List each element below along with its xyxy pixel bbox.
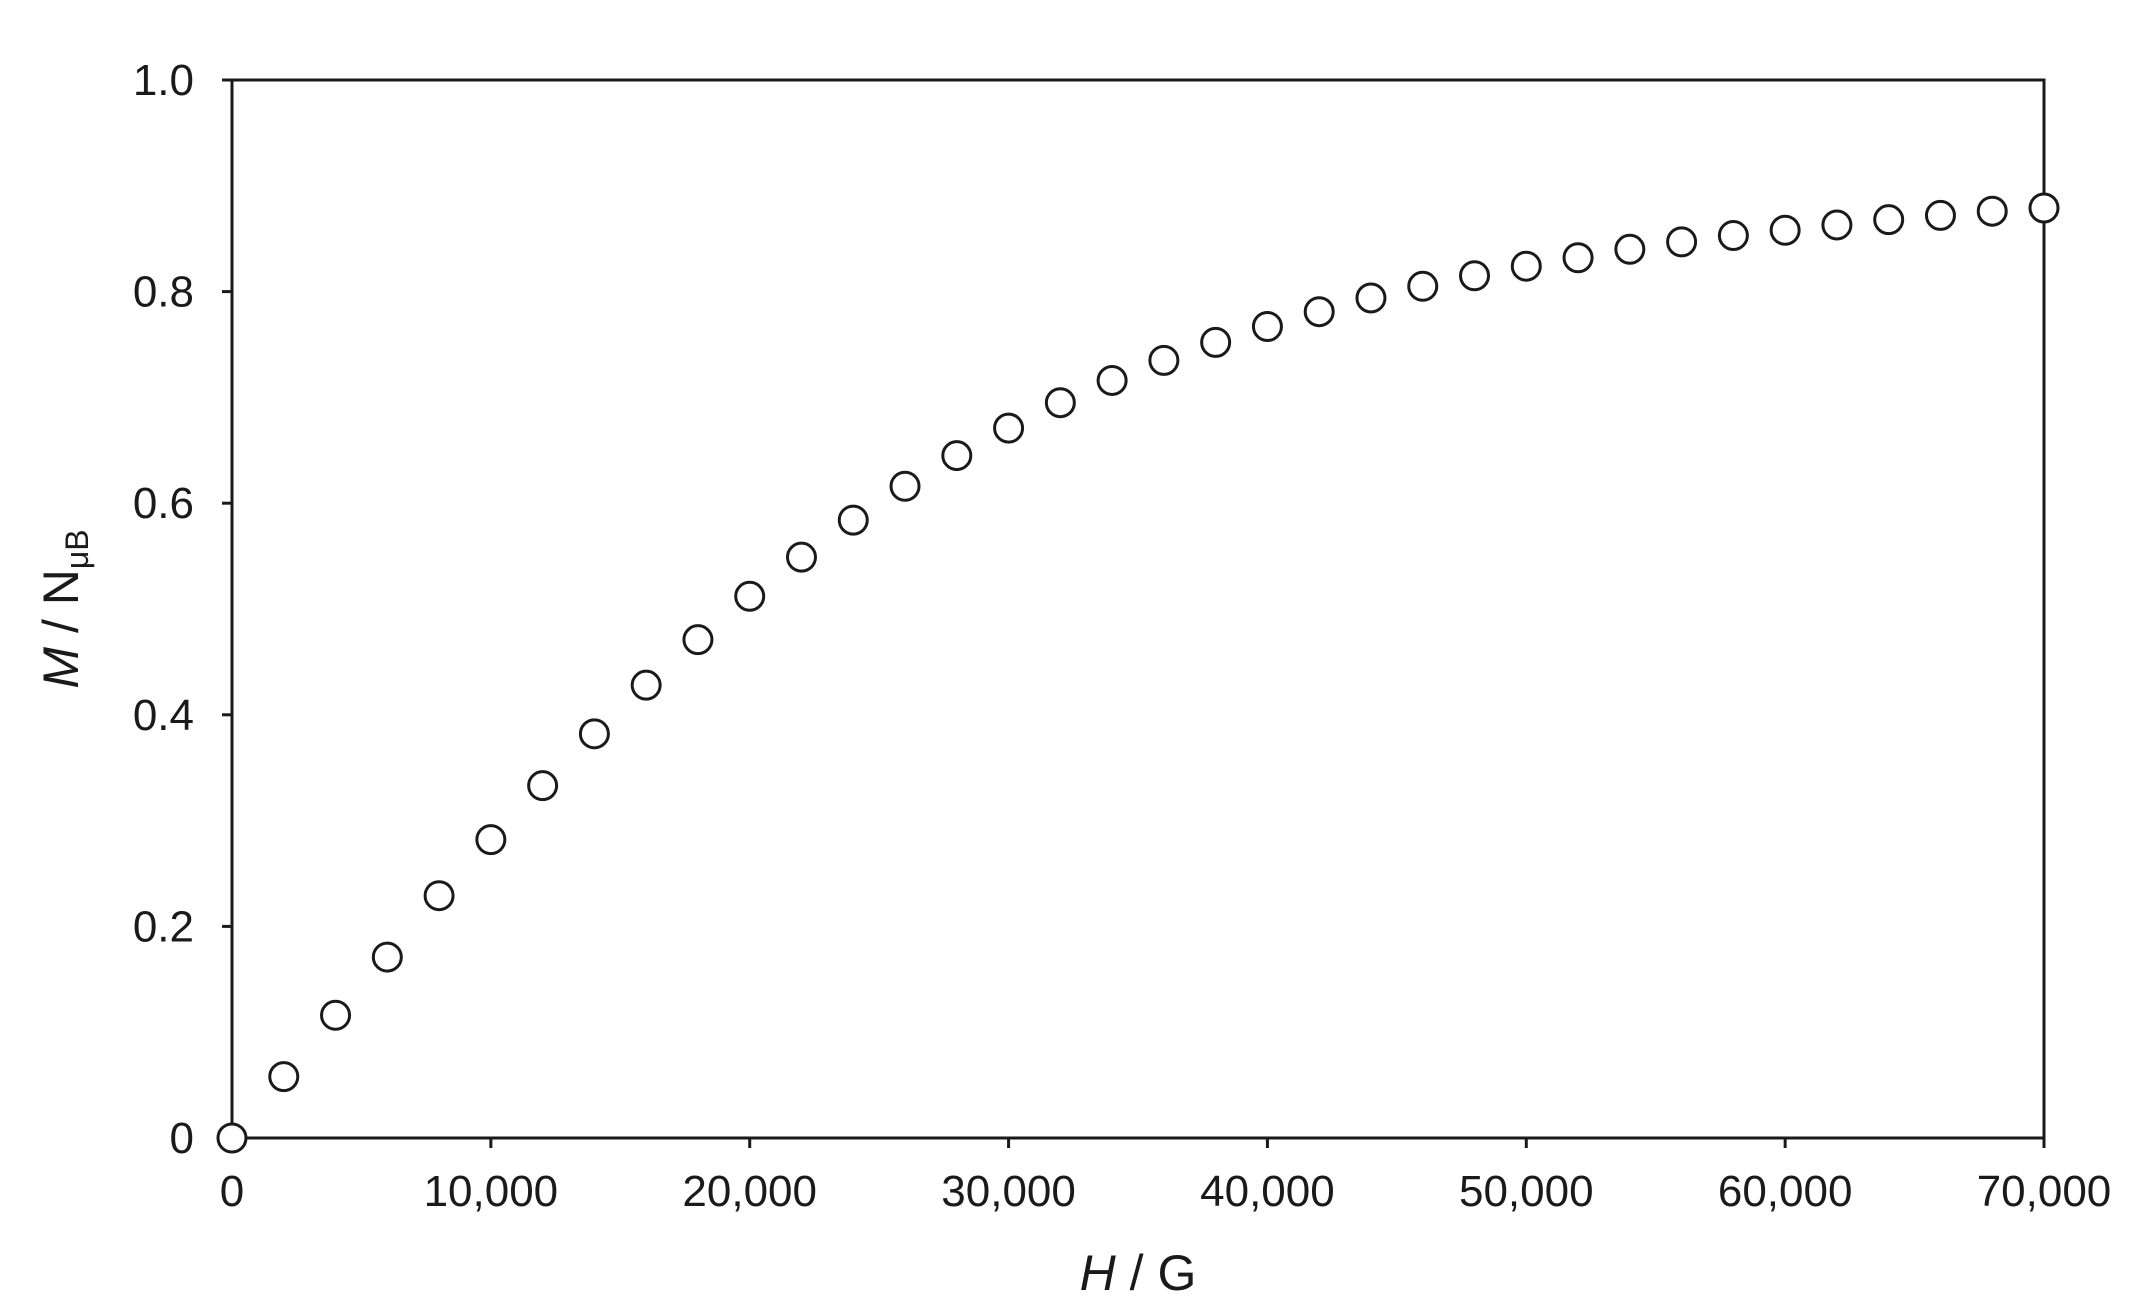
data-point <box>423 880 455 912</box>
data-point <box>1355 282 1387 314</box>
x-axis-label: H / G <box>1080 1245 1197 1301</box>
data-point <box>734 580 766 612</box>
data-point <box>1562 242 1594 274</box>
data-point <box>1510 250 1542 282</box>
x-axis-ticks: 0 10,000 20,000 30,000 40,000 50,000 60,000 70,… <box>220 1138 2112 1216</box>
data-point <box>527 770 559 802</box>
data-point <box>1407 270 1439 302</box>
x-tick-label: 50,000 <box>1459 1167 1594 1216</box>
data-point <box>1096 364 1128 396</box>
y-tick-label: 0.6 <box>133 479 194 528</box>
data-point <box>993 412 1025 444</box>
y-tick-label: 0.8 <box>133 268 194 317</box>
data-point <box>1148 344 1180 376</box>
y-axis-label: M / NμB <box>33 529 95 688</box>
data-point <box>1717 220 1749 252</box>
data-point <box>1873 204 1905 236</box>
x-axis-separator: / <box>1116 1245 1158 1301</box>
plot-area-frame <box>230 78 2046 1140</box>
x-tick-label: 0 <box>220 1167 244 1216</box>
data-point <box>1821 209 1853 241</box>
data-point <box>371 941 403 973</box>
data-point <box>1666 226 1698 258</box>
data-point <box>785 541 817 573</box>
y-axis-variable: M <box>33 647 89 689</box>
x-tick-label: 60,000 <box>1718 1167 1853 1216</box>
x-tick-label: 10,000 <box>424 1167 559 1216</box>
data-point <box>1614 233 1646 265</box>
y-axis-separator: / N <box>33 569 89 647</box>
data-point <box>475 824 507 856</box>
data-point <box>320 999 352 1031</box>
x-axis-unit: G <box>1157 1245 1196 1301</box>
x-tick-label: 40,000 <box>1200 1167 1335 1216</box>
data-points <box>216 192 2060 1154</box>
data-point <box>889 470 921 502</box>
data-point <box>268 1061 300 1093</box>
data-point <box>216 1122 248 1154</box>
y-axis-subscript: μB <box>59 529 95 569</box>
data-point <box>1459 260 1491 292</box>
data-point <box>1303 296 1335 328</box>
x-tick-label: 20,000 <box>682 1167 817 1216</box>
data-point <box>578 718 610 750</box>
x-tick-label: 70,000 <box>1977 1167 2112 1216</box>
y-tick-label: 0.2 <box>133 902 194 951</box>
data-point <box>941 440 973 472</box>
x-tick-label: 30,000 <box>941 1167 1076 1216</box>
data-point <box>1044 387 1076 419</box>
y-tick-label: 0.4 <box>133 691 194 740</box>
data-point <box>630 669 662 701</box>
data-point <box>1251 311 1283 343</box>
data-point <box>1769 214 1801 246</box>
data-point <box>1924 199 1956 231</box>
y-tick-label: 0 <box>170 1114 194 1163</box>
y-axis-ticks: 0 0.2 0.4 0.6 0.8 1.0 <box>133 56 232 1163</box>
data-point <box>1200 326 1232 358</box>
y-tick-label: 1.0 <box>133 56 194 105</box>
data-point <box>682 624 714 656</box>
data-point <box>1976 195 2008 227</box>
x-axis-variable: H <box>1080 1245 1117 1301</box>
data-point <box>2028 192 2060 224</box>
data-point <box>837 504 869 536</box>
